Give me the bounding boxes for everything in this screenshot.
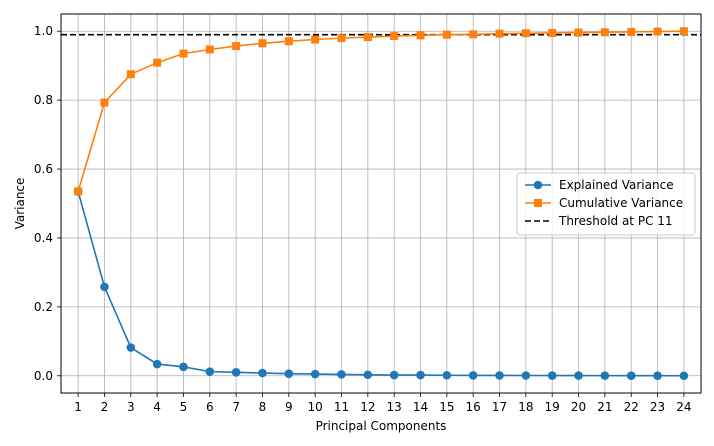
series-point-1 xyxy=(574,371,583,380)
x-tick-label: 24 xyxy=(676,400,691,414)
y-tick-label: 0.0 xyxy=(34,369,53,383)
x-tick-label: 10 xyxy=(308,400,323,414)
series-point-1 xyxy=(179,362,188,372)
series-point-2 xyxy=(179,49,188,58)
x-tick-label: 14 xyxy=(413,400,428,414)
x-axis-label: Principal Components xyxy=(316,419,447,433)
series-line-1 xyxy=(77,191,684,377)
legend: Explained Variance Cumulative Variance Thr… xyxy=(516,172,696,236)
series-point-2 xyxy=(126,70,135,79)
x-tick-label: 17 xyxy=(492,400,507,414)
x-tick-label: 8 xyxy=(259,400,267,414)
series-point-1 xyxy=(468,371,478,380)
series-point-1 xyxy=(337,370,346,379)
x-tick-label: 5 xyxy=(180,400,188,414)
x-tick-label: 23 xyxy=(650,400,665,414)
x-tick-label: 22 xyxy=(624,400,639,414)
x-tick-label: 4 xyxy=(153,400,161,414)
x-tick-label: 16 xyxy=(466,400,481,414)
series-point-1 xyxy=(100,282,109,292)
x-tick-label: 7 xyxy=(232,400,240,414)
series-point-2 xyxy=(653,27,662,36)
x-tick-label: 13 xyxy=(387,400,402,414)
series-point-2 xyxy=(627,27,636,36)
legend-marker xyxy=(534,199,542,207)
legend-box xyxy=(516,172,696,236)
x-tick-label: 11 xyxy=(334,400,349,414)
x-tick-label: 20 xyxy=(571,400,586,414)
series-point-1 xyxy=(495,371,504,380)
series-point-1 xyxy=(310,369,320,379)
series-point-1 xyxy=(600,371,610,380)
series-point-1 xyxy=(653,371,662,381)
legend-marker xyxy=(533,180,543,190)
series-point-2 xyxy=(679,27,688,36)
plot-frame xyxy=(60,13,702,394)
series-point-1 xyxy=(442,370,452,380)
series-point-1 xyxy=(258,368,267,378)
series-point-2 xyxy=(574,28,583,37)
series-point-1 xyxy=(284,369,294,379)
series-point-1 xyxy=(363,370,373,380)
legend-label: Explained Variance xyxy=(559,178,674,192)
series-point-2 xyxy=(311,35,320,44)
y-tick-label: 0.2 xyxy=(34,300,53,314)
y-tick-label: 0.8 xyxy=(34,93,53,107)
y-tick-label: 1.0 xyxy=(34,24,53,38)
x-tick-label: 18 xyxy=(518,400,533,414)
series-point-2 xyxy=(258,39,267,48)
legend-label: Cumulative Variance xyxy=(559,196,683,210)
x-tick-label: 1 xyxy=(74,400,82,414)
legend-label: Threshold at PC 11 xyxy=(558,214,673,228)
series-point-2 xyxy=(100,98,109,107)
series-point-2 xyxy=(521,29,530,38)
x-tick-label: 12 xyxy=(360,400,375,414)
series-point-2 xyxy=(153,58,162,67)
series-point-1 xyxy=(389,370,399,380)
legend-item: Threshold at PC 11 xyxy=(525,214,673,228)
x-tick-label: 15 xyxy=(439,400,454,414)
x-tick-label: 2 xyxy=(101,400,109,414)
y-tick-label: 0.4 xyxy=(34,231,53,245)
series-point-2 xyxy=(416,31,425,40)
series-point-1 xyxy=(679,371,689,381)
series-point-2 xyxy=(337,34,346,43)
series-point-1 xyxy=(547,371,557,380)
series-point-2 xyxy=(232,42,241,51)
series-point-2 xyxy=(74,187,83,196)
series-point-1 xyxy=(626,371,636,380)
series-point-2 xyxy=(363,33,372,42)
series-point-2 xyxy=(495,29,504,38)
series-line-2 xyxy=(77,30,684,192)
series-point-1 xyxy=(205,367,215,376)
legend-item: Cumulative Variance xyxy=(525,196,683,210)
series-point-2 xyxy=(600,28,609,37)
x-tick-label: 21 xyxy=(597,400,612,414)
series-point-2 xyxy=(284,37,293,46)
x-tick-label: 9 xyxy=(285,400,293,414)
x-tick-label: 3 xyxy=(127,400,135,414)
series-point-1 xyxy=(152,359,162,369)
legend-item: Explained Variance xyxy=(525,178,674,192)
series-point-2 xyxy=(205,45,214,54)
series-point-1 xyxy=(521,371,531,380)
series-point-1 xyxy=(231,368,241,377)
series-point-1 xyxy=(416,370,425,380)
x-tick-label: 6 xyxy=(206,400,214,414)
series-layer xyxy=(73,27,689,381)
series-point-2 xyxy=(442,30,451,39)
y-axis-label: Variance xyxy=(13,178,27,230)
series-point-1 xyxy=(126,343,136,352)
ticks: 1 2 3 4 5 6 7 8 9 10 11 12 13 14 15 16 17 18 19 20 21 22 23 240… xyxy=(34,24,692,414)
series-point-2 xyxy=(548,28,557,37)
series-point-2 xyxy=(469,30,478,39)
series-point-2 xyxy=(390,32,399,41)
x-tick-label: 19 xyxy=(545,400,560,414)
y-tick-label: 0.6 xyxy=(34,162,53,176)
